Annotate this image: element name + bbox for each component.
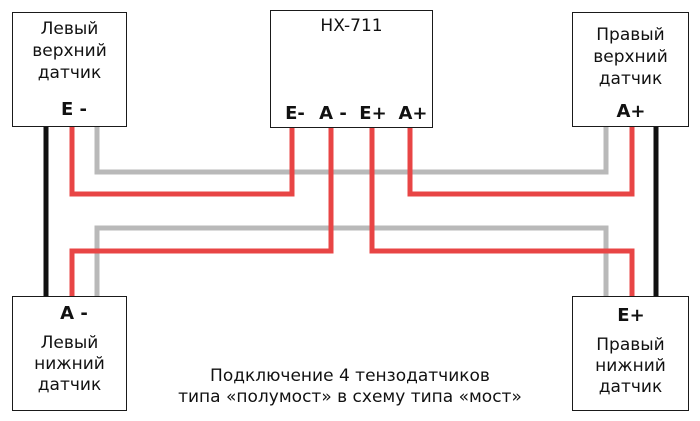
sensor-bottom-right-name-2: нижний (595, 356, 666, 376)
sensor-bottom-left: A - Левый нижний датчик (12, 296, 127, 411)
hx711-pin-e-minus: E- (285, 103, 305, 124)
sensor-top-left-name-2: верхний (32, 41, 107, 61)
sensor-top-left-name-1: Левый (40, 19, 99, 39)
sensor-bottom-left-pin: A - (60, 303, 88, 324)
wire-red-a-minus (69, 128, 334, 296)
sensor-top-right-pin: A+ (616, 101, 646, 122)
sensor-bottom-left-name-1: Левый (40, 333, 99, 353)
sensor-top-right-name-2: верхний (593, 47, 668, 67)
wire-red-e-minus (69, 127, 295, 197)
wire-gray-bottom (94, 225, 609, 296)
sensor-top-right-name-1: Правый (596, 25, 665, 45)
sensor-top-right: Правый верхний датчик A+ (572, 12, 689, 127)
sensor-bottom-right-name-1: Правый (596, 335, 665, 355)
sensor-bottom-left-name-2: нижний (34, 354, 105, 374)
caption-line-2: типа «полумост» в схему типа «мост» (178, 387, 522, 407)
sensor-top-left: Левый верхний датчик E - (12, 12, 127, 127)
hx711-pin-a-minus: A - (319, 103, 347, 124)
caption-line-1: Подключение 4 тензодатчиков (210, 366, 490, 386)
hx711-module: HX-711 E- A - E+ A+ (270, 10, 433, 128)
sensor-top-right-name-3: датчик (598, 69, 663, 89)
sensor-bottom-right: E+ Правый нижний датчик (572, 296, 689, 411)
sensor-top-left-pin: E - (60, 99, 88, 120)
sensor-bottom-left-name-3: датчик (37, 375, 102, 395)
hx711-title: HX-711 (320, 16, 383, 36)
hx711-pin-e-plus: E+ (359, 103, 387, 124)
sensor-top-left-name-3: датчик (37, 63, 102, 83)
hx711-pin-a-plus: A+ (398, 103, 428, 124)
sensor-bottom-right-name-3: датчик (598, 377, 663, 397)
wire-red-e-plus (369, 128, 635, 296)
sensor-bottom-right-pin: E+ (617, 305, 645, 326)
wire-gray-top (94, 127, 609, 175)
wire-red-a-plus (407, 127, 635, 197)
diagram-caption: Подключение 4 тензодатчиков типа «полумо… (140, 366, 560, 408)
